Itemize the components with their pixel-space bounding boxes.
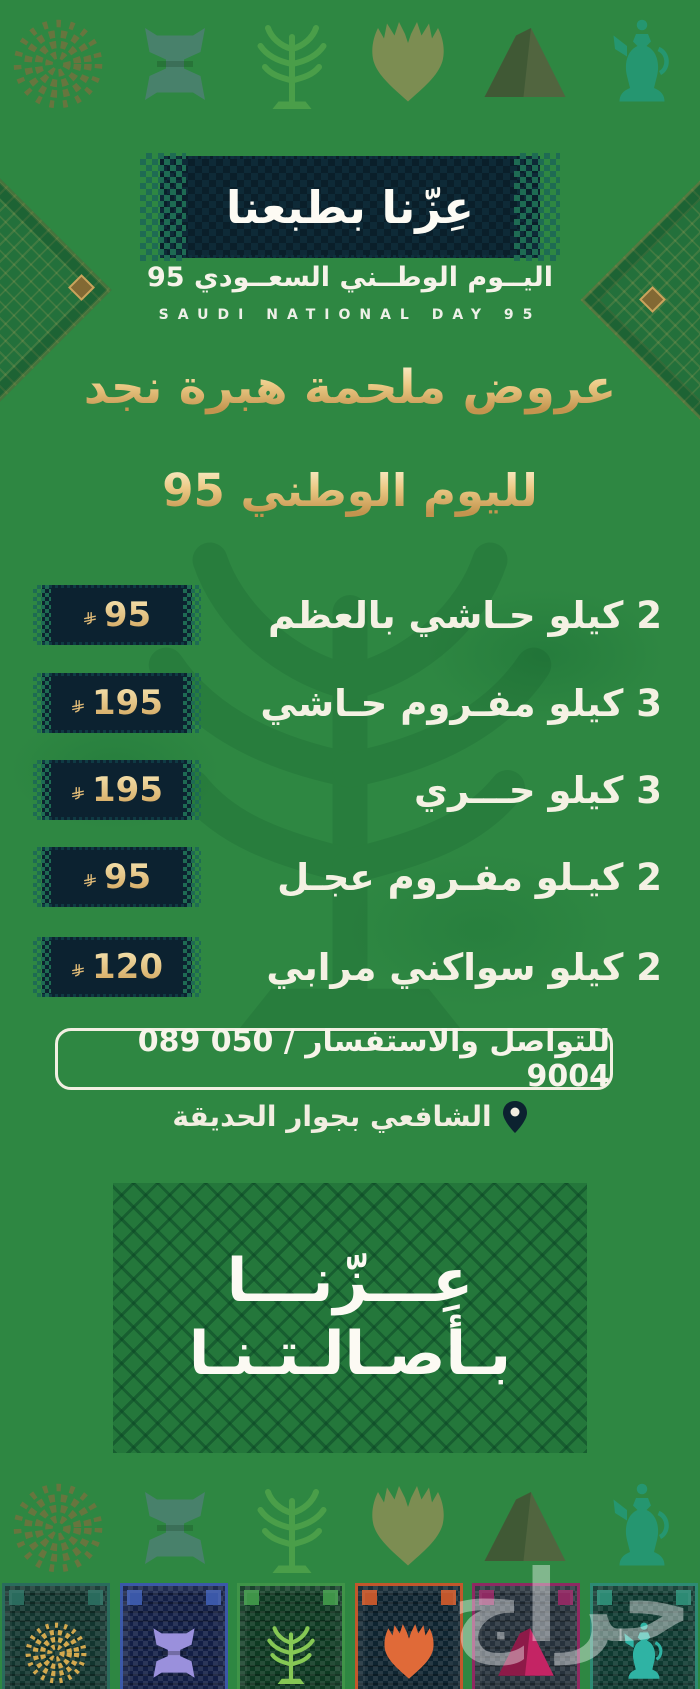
offer-headline: عروض ملحمة هبرة نجد [0,360,700,415]
price-badge: 120 [33,937,201,997]
pattern-tile-dallah [589,1583,698,1689]
price-badge: 195 [33,760,201,820]
pattern-tile-heart-hands [354,1583,463,1689]
item-name: 3 كيلو حـــري [414,768,662,812]
price-value: 95 [103,857,152,897]
item-name: 3 كيلو مفـروم حـاشي [260,681,662,725]
map-pin-icon [502,1101,528,1133]
menu-item-row: 2 كيلو سواكني مرابي 120 [0,936,700,998]
heart-hands-icon [360,16,456,112]
contact-bar: للتواصل والاستفسار / 050 089 9004 [55,1024,613,1094]
location-line: الشافعي بجوار الحديقة [0,1100,700,1133]
dallah-coffee-pot-icon [594,16,690,112]
pattern-tile-mountain [472,1583,581,1689]
acacia-tree-icon [244,1480,340,1576]
pattern-tiles-row [0,1583,700,1689]
mountain-icon [477,16,573,112]
incense-burner-icon [127,1480,223,1576]
logo-calligraphy: عِزّنا بطبعنا [226,180,474,234]
item-name: 2 كيلو حـاشي بالعظم [268,593,662,637]
item-name: 2 كيلو سواكني مرابي [266,945,662,989]
menu-item-row: 2 كيلو حـاشي بالعظم 95 [0,584,700,646]
national-day-title-english: SAUDI NATIONAL DAY 95 [158,307,542,323]
price-value: 120 [92,947,163,987]
footer-calligraphy-line1: عِـــزّنـــا [226,1245,474,1316]
pattern-tile-acacia-tree [237,1583,346,1689]
price-badge: 95 [33,847,201,907]
spiral-mandala-icon [23,1620,89,1686]
national-day-title-arabic: اليــوم الوطــني السعــودي 95 [146,262,553,293]
menu-item-row: 3 كيلو مفـروم حـاشي 195 [0,672,700,734]
price-badge: 195 [33,673,201,733]
brand-logo-plaque: عِزّنا بطبعنا [140,153,560,261]
pattern-tile-incense-burner [119,1583,228,1689]
haraj-watermark: حراج [452,1548,695,1665]
acacia-tree-icon [244,16,340,112]
menu-item-row: 2 كيـلو مفـروم عجـل 95 [0,846,700,908]
acacia-tree-icon [258,1620,324,1686]
spiral-mandala-icon [10,16,106,112]
saudi-riyal-icon [71,962,85,978]
price-value: 195 [92,770,163,810]
menu-item-row: 3 كيلو حـــري 195 [0,759,700,821]
price-value: 195 [92,683,163,723]
spiral-mandala-icon [10,1480,106,1576]
item-name: 2 كيـلو مفـروم عجـل [277,855,662,899]
offer-subheadline: لليوم الوطني 95 [0,464,700,517]
pattern-tile-spiral-mandala [2,1583,110,1689]
footer-calligraphy-line2: بـأصـالـتـنـا [188,1319,512,1389]
saudi-riyal-icon [83,872,97,888]
saudi-riyal-icon [71,785,85,801]
price-value: 95 [103,595,152,635]
location-label: الشافعي بجوار الحديقة [172,1100,492,1133]
heritage-icons-row-top [0,14,700,112]
saudi-riyal-icon [71,698,85,714]
footer-calligraphy-band: عِـــزّنـــا بـأصـالـتـنـا [113,1183,587,1453]
saudi-riyal-icon [83,610,97,626]
heart-hands-icon [376,1620,442,1686]
heart-hands-icon [360,1480,456,1576]
price-badge: 95 [33,585,201,645]
incense-burner-icon [127,16,223,112]
incense-burner-icon [141,1620,207,1686]
